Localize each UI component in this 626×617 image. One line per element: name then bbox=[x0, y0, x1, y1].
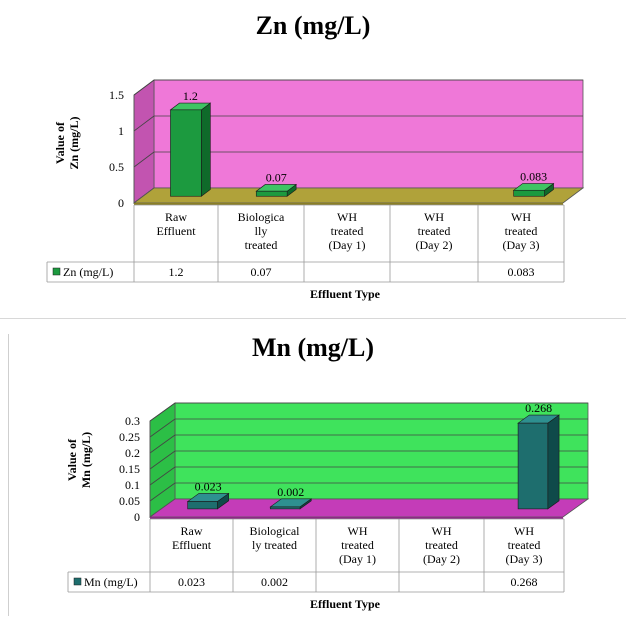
data-label: 0.07 bbox=[266, 170, 287, 184]
x-tick-label: WH bbox=[337, 210, 357, 224]
x-tick-label: WH bbox=[514, 524, 534, 538]
x-tick-label: (Day 3) bbox=[503, 238, 540, 252]
gridline-side bbox=[133, 79, 155, 96]
legend-key bbox=[73, 577, 82, 586]
legend-label: Zn (mg/L) bbox=[63, 265, 113, 279]
x-tick-label: treated bbox=[331, 224, 364, 238]
x-tick-label: treated bbox=[245, 238, 278, 252]
bar bbox=[517, 422, 549, 510]
y-axis-label: Zn (mg/L) bbox=[67, 116, 81, 169]
y-tick-label: 0 bbox=[134, 510, 140, 524]
legend-key bbox=[52, 267, 61, 276]
floor-edge bbox=[134, 203, 563, 205]
table-value: 0.002 bbox=[261, 575, 288, 589]
x-tick-label: WH bbox=[511, 210, 531, 224]
y-tick-label: 0.1 bbox=[125, 478, 140, 492]
data-label: 0.268 bbox=[525, 401, 552, 415]
y-axis-label: Mn (mg/L) bbox=[79, 432, 93, 488]
data-label: 0.083 bbox=[520, 170, 547, 184]
bar bbox=[513, 189, 545, 197]
back-wall bbox=[153, 79, 584, 189]
x-tick-label: treated bbox=[341, 538, 374, 552]
y-tick-label: 0.2 bbox=[125, 446, 140, 460]
x-tick-label: WH bbox=[432, 524, 452, 538]
data-label: 0.023 bbox=[195, 479, 222, 493]
x-tick-label: Raw bbox=[165, 210, 187, 224]
y-tick-label: 0.05 bbox=[119, 494, 140, 508]
x-tick-label: treated bbox=[508, 538, 541, 552]
y-axis-label: Value of bbox=[53, 121, 67, 164]
y-tick-label: 1 bbox=[118, 124, 124, 138]
x-axis-label: Effluent Type bbox=[310, 597, 381, 611]
bar bbox=[187, 501, 218, 510]
x-tick-label: (Day 2) bbox=[423, 552, 460, 566]
x-tick-label: Biologica bbox=[238, 210, 285, 224]
table-value: 0.023 bbox=[178, 575, 205, 589]
y-tick-label: 0 bbox=[118, 196, 124, 210]
x-tick-label: Effluent bbox=[172, 538, 212, 552]
x-tick-label: treated bbox=[425, 538, 458, 552]
bar-side bbox=[201, 102, 211, 197]
x-axis-label: Effluent Type bbox=[310, 287, 381, 301]
table-value: 1.2 bbox=[169, 265, 184, 279]
bar bbox=[170, 109, 202, 197]
table-value: 0.083 bbox=[508, 265, 535, 279]
gridline-side bbox=[133, 115, 155, 132]
x-tick-label: (Day 1) bbox=[329, 238, 366, 252]
gridline-side bbox=[149, 418, 176, 438]
x-tick-label: Raw bbox=[181, 524, 203, 538]
chart-title: Zn (mg/L) bbox=[256, 11, 371, 40]
chart-separator bbox=[0, 318, 626, 319]
legend-label: Mn (mg/L) bbox=[84, 575, 138, 589]
x-tick-label: (Day 3) bbox=[506, 552, 543, 566]
bar bbox=[269, 506, 301, 510]
x-tick-label: Biological bbox=[250, 524, 301, 538]
x-tick-label: WH bbox=[348, 524, 368, 538]
table-value: 0.07 bbox=[251, 265, 272, 279]
gridline-side bbox=[149, 402, 176, 422]
x-tick-label: treated bbox=[505, 224, 538, 238]
y-tick-label: 1.5 bbox=[109, 88, 124, 102]
side-wall bbox=[133, 79, 155, 204]
x-tick-label: WH bbox=[424, 210, 444, 224]
y-tick-label: 0.15 bbox=[119, 462, 140, 476]
x-tick-label: (Day 2) bbox=[416, 238, 453, 252]
x-tick-label: (Day 1) bbox=[339, 552, 376, 566]
x-tick-label: ly treated bbox=[252, 538, 297, 552]
gridline-side bbox=[149, 466, 176, 486]
y-tick-label: 0.3 bbox=[125, 414, 140, 428]
gridline-side bbox=[149, 450, 176, 470]
floor-edge bbox=[150, 517, 563, 519]
chart-border bbox=[8, 334, 9, 616]
x-tick-label: treated bbox=[418, 224, 451, 238]
data-label: 0.002 bbox=[277, 485, 304, 499]
bar bbox=[255, 190, 288, 197]
data-label: 1.2 bbox=[183, 89, 198, 103]
y-tick-label: 0.25 bbox=[119, 430, 140, 444]
y-tick-label: 0.5 bbox=[109, 160, 124, 174]
gridline-side bbox=[133, 151, 155, 168]
table-value: 0.268 bbox=[511, 575, 538, 589]
chart-title: Mn (mg/L) bbox=[252, 333, 374, 362]
bar-side bbox=[547, 414, 560, 510]
gridline-side bbox=[149, 434, 176, 454]
x-tick-label: lly bbox=[255, 224, 268, 238]
gridline-side bbox=[149, 482, 176, 502]
y-axis-label: Value of bbox=[65, 438, 79, 481]
x-tick-label: Effluent bbox=[156, 224, 196, 238]
